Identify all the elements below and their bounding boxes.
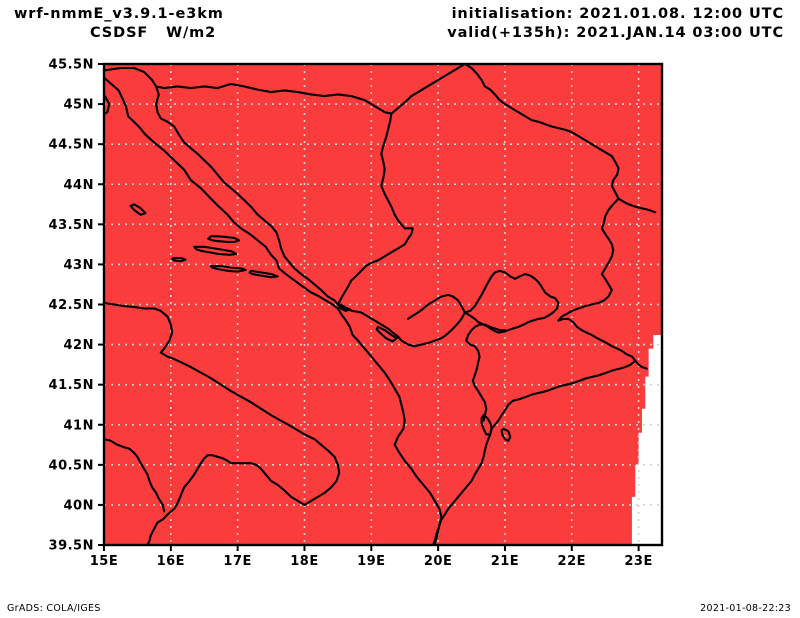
border-serbia-romania-east (463, 64, 657, 214)
xtick-label: 18E (290, 554, 318, 569)
coastline-italy-east-coast (104, 301, 341, 506)
grads-credit: GrADS: COLA/IGES (7, 603, 101, 614)
valid-time: valid(+135h): 2021.JAN.14 03:00 UTC (447, 25, 784, 41)
ytick-label: 42N (64, 338, 94, 353)
ytick-label: 45N (64, 98, 94, 113)
ytick-label: 42.5N (49, 298, 94, 313)
border-slovenia-croatia-hungary-north (104, 66, 393, 115)
coastline-lake-ohrid (480, 414, 493, 436)
render-timestamp: 2021-01-08-22:23 (700, 603, 791, 614)
axes: 15E 16E 17E 18E 19E 20E 21E 22E 23E 39.5N 40N 40.5N… (49, 58, 653, 570)
coastline-gulf-of-taranto (146, 454, 306, 545)
ytick-label: 41.5N (49, 378, 94, 393)
coastline-lake-skadar (375, 325, 398, 343)
border-croatia-bosnia-west (155, 85, 339, 306)
border-greece-macedonia-south (433, 359, 637, 545)
border-serbia-bulgaria (557, 197, 620, 322)
border-montenegro-albania-kosovo (336, 293, 466, 348)
header: wrf-nmmE_v3.9.1-e3km CSDSF W/m2 initiali… (0, 0, 800, 55)
variable-units-label: CSDSF W/m2 (90, 25, 217, 41)
ytick-label: 45.5N (49, 58, 94, 73)
border-kosovo-macedonia (465, 323, 507, 348)
coastline-dalmatian-island-peljesac (248, 269, 279, 279)
border-bosnia-serbia-drina (380, 112, 406, 230)
header-left: wrf-nmmE_v3.9.1-e3km CSDSF W/m2 (14, 5, 224, 43)
model-title: wrf-nmmE_v3.9.1-e3km (14, 6, 224, 22)
header-right: initialisation: 2021.01.08. 12:00 UTC va… (447, 5, 784, 43)
coastline-dalmatian-island-brac (207, 235, 241, 244)
xtick-label: 17E (223, 554, 251, 569)
coastline-adriatic-east-coast (104, 76, 443, 545)
coastline-kotor-bay (338, 303, 351, 312)
ytick-label: 44N (64, 178, 94, 193)
xtick-label: 19E (357, 554, 385, 569)
coastline-dalmatian-island-vis (171, 256, 187, 263)
coastline-italy-apennine-west (104, 438, 166, 513)
xtick-label: 20E (424, 554, 452, 569)
xtick-label: 16E (157, 554, 185, 569)
ytick-label: 44.5N (49, 138, 94, 153)
map-geometry (104, 64, 657, 545)
coastline-istria-kvarner (104, 93, 111, 116)
nodata-region (631, 334, 662, 545)
gridlines (104, 64, 662, 545)
border-serbia-kosovo (463, 269, 560, 334)
ytick-label: 39.5N (49, 539, 94, 554)
xtick-label: 21E (491, 554, 519, 569)
border-montenegro-bosnia-serbia (336, 227, 414, 306)
ytick-label: 41N (64, 418, 94, 433)
ytick-label: 40.5N (49, 458, 94, 473)
xtick-label: 23E (624, 554, 652, 569)
ytick-label: 43.5N (49, 218, 94, 233)
coastline-lake-prespa (500, 427, 512, 442)
xtick-label: 22E (558, 554, 586, 569)
coastline-dalmatian-island-korcula (209, 264, 247, 273)
border-serbia-romania-danube (390, 64, 466, 115)
initialisation-time: initialisation: 2021.01.08. 12:00 UTC (451, 6, 784, 22)
coastline-dalmatian-island-dugi-otok (129, 203, 147, 216)
ytick-label: 40N (64, 498, 94, 513)
footer: GrADS: COLA/IGES 2021-01-08-22:23 (0, 596, 800, 614)
xtick-label: 15E (90, 554, 118, 569)
ytick-label: 43N (64, 258, 94, 273)
border-albania-macedonia (471, 345, 488, 422)
coastline-dalmatian-island-hvar (193, 245, 238, 256)
